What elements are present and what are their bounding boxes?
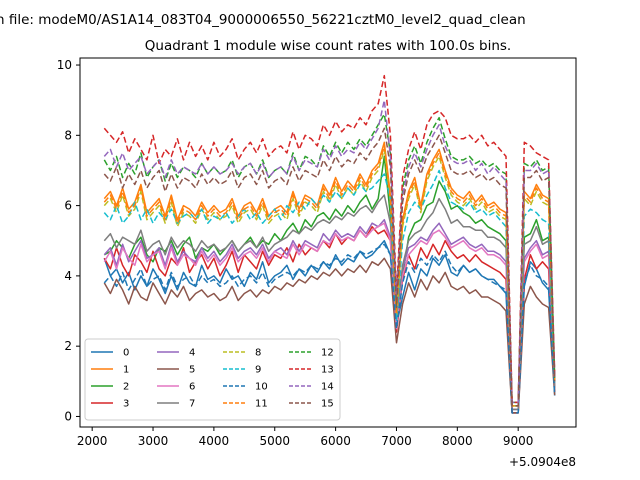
series-line-15 bbox=[103, 127, 556, 407]
legend-label-10: 10 bbox=[255, 382, 268, 393]
series-line-2 bbox=[103, 155, 556, 411]
x-offset-label: +5.0904e8 bbox=[509, 455, 576, 469]
series-line-1 bbox=[103, 141, 556, 407]
series-line-4 bbox=[103, 218, 556, 411]
y-tick-label: 2 bbox=[64, 339, 72, 353]
x-tick-label: 6000 bbox=[320, 434, 351, 448]
series-line-12 bbox=[103, 113, 556, 404]
legend-label-12: 12 bbox=[321, 348, 334, 359]
legend-label-5: 5 bbox=[189, 365, 195, 376]
legend-label-1: 1 bbox=[123, 365, 129, 376]
legend-label-8: 8 bbox=[255, 348, 261, 359]
x-tick-label: 8000 bbox=[442, 434, 473, 448]
series-line-7 bbox=[103, 194, 556, 411]
legend-label-14: 14 bbox=[321, 382, 334, 393]
legend-label-3: 3 bbox=[123, 399, 129, 410]
series-line-10 bbox=[103, 243, 556, 414]
legend-label-15: 15 bbox=[321, 399, 334, 410]
legend-box bbox=[84, 338, 341, 421]
series-line-14 bbox=[103, 99, 556, 404]
y-tick-label: 8 bbox=[64, 128, 72, 142]
x-tick-label: 9000 bbox=[503, 434, 534, 448]
series-line-9 bbox=[103, 169, 556, 407]
legend-label-4: 4 bbox=[189, 348, 195, 359]
y-tick-label: 6 bbox=[64, 199, 72, 213]
legend-label-2: 2 bbox=[123, 382, 129, 393]
y-axis: 0 2 4 6 8 10 bbox=[57, 58, 80, 423]
legend-label-9: 9 bbox=[255, 365, 261, 376]
figure-suptitle: n file: modeM0/AS1A14_083T04_9000006550_… bbox=[0, 12, 526, 28]
y-tick-label: 10 bbox=[57, 58, 72, 72]
legend-label-11: 11 bbox=[255, 399, 268, 410]
axes-frame bbox=[79, 57, 577, 428]
chart-title: Quadrant 1 module wise count rates with … bbox=[145, 38, 511, 54]
series-line-5 bbox=[103, 257, 556, 414]
x-axis: 2000 3000 4000 5000 6000 7000 8000 9000 bbox=[77, 427, 534, 448]
x-tick-label: 7000 bbox=[381, 434, 412, 448]
x-tick-label: 4000 bbox=[199, 434, 230, 448]
y-tick-label: 4 bbox=[64, 269, 72, 283]
legend-label-13: 13 bbox=[321, 365, 334, 376]
series-line-11 bbox=[103, 145, 556, 407]
legend-label-0: 0 bbox=[123, 348, 129, 359]
legend-label-6: 6 bbox=[189, 382, 195, 393]
series-line-8 bbox=[103, 148, 556, 407]
x-tick-label: 5000 bbox=[259, 434, 290, 448]
legend-label-7: 7 bbox=[189, 399, 195, 410]
x-tick-label: 3000 bbox=[138, 434, 169, 448]
plot-area bbox=[103, 74, 556, 414]
series-line-6 bbox=[103, 222, 556, 411]
x-tick-label: 2000 bbox=[77, 434, 108, 448]
series-line-13 bbox=[103, 74, 556, 404]
y-tick-label: 0 bbox=[64, 409, 72, 423]
